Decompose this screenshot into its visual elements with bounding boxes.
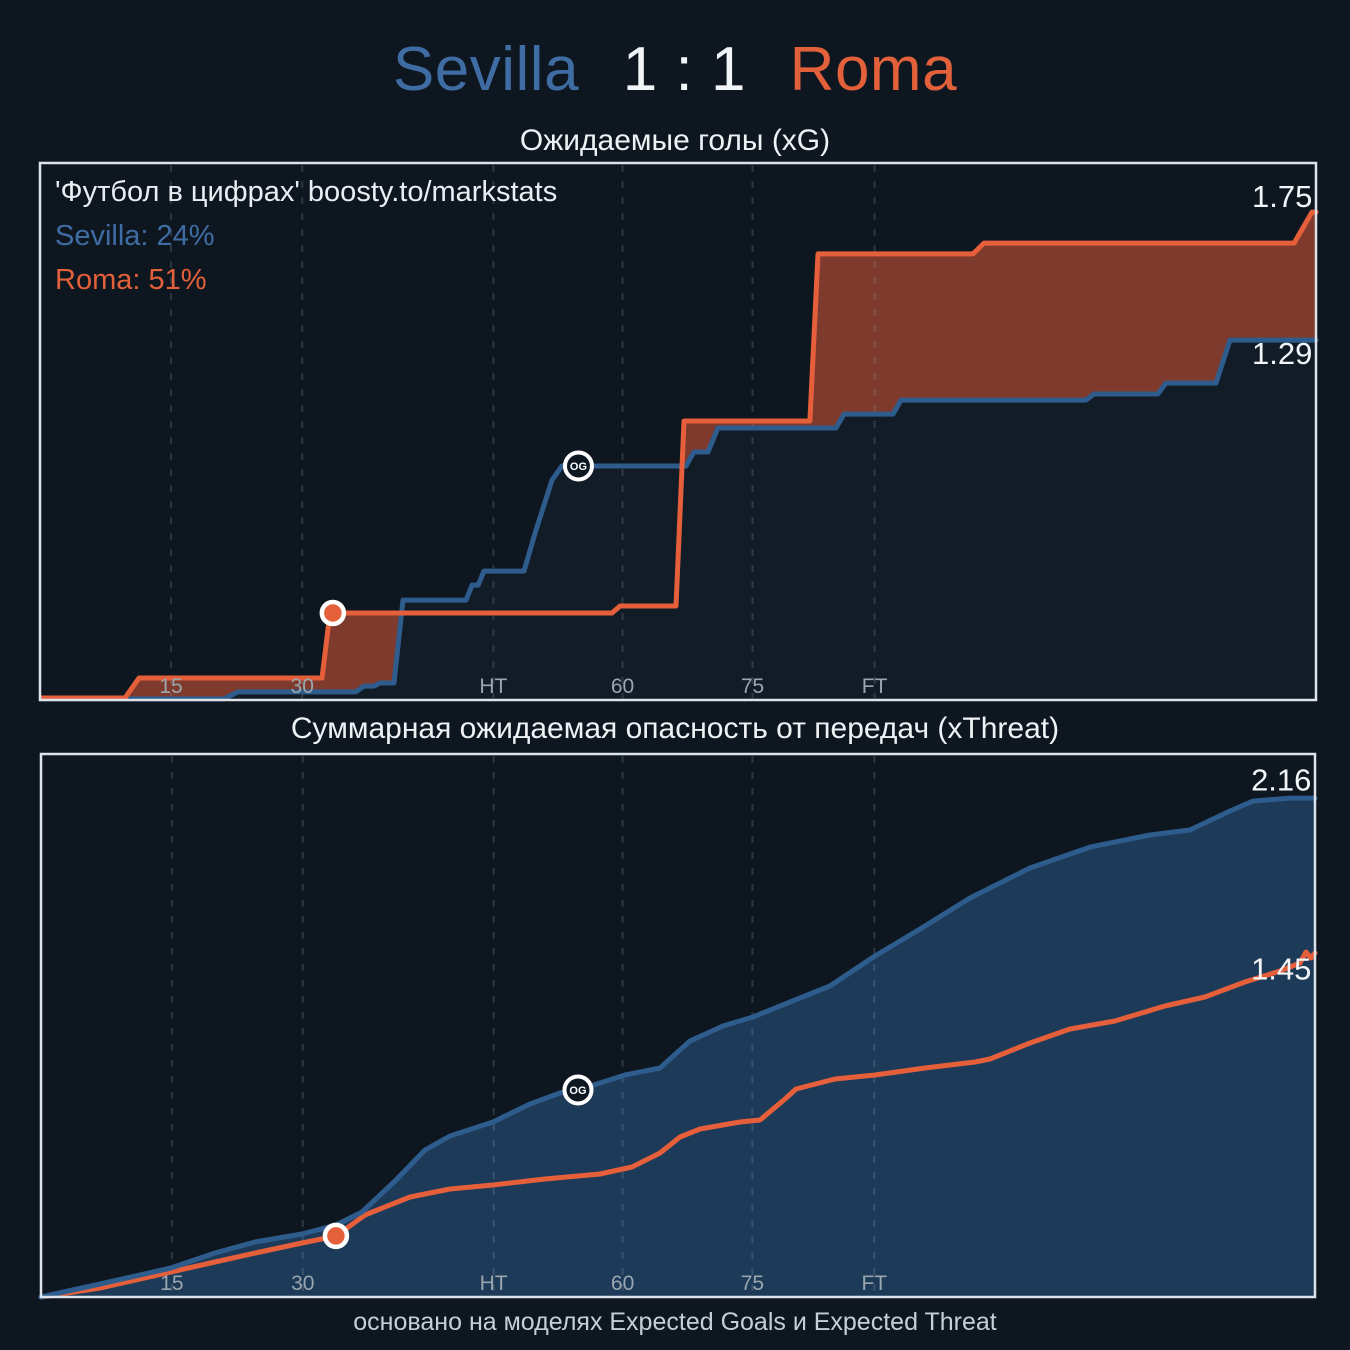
xthreat-chart: 15 30 HT 60 75 FT OG 2.16 1.45 [38, 752, 1318, 1300]
match-header: Sevilla 1 : 1 Roma [0, 34, 1350, 105]
legend: 'Футбол в цифрах' boosty.to/markstats Se… [55, 170, 557, 302]
x-tick-label: HT [480, 1272, 508, 1295]
legend-roma-share: Roma: 51% [55, 264, 207, 296]
roma-final-value: 1.75 [1252, 179, 1312, 214]
match-score: 1 : 1 [622, 35, 746, 104]
x-tick-label: 60 [611, 675, 634, 698]
x-tick-label: FT [862, 675, 888, 698]
home-team-name: Sevilla [392, 35, 580, 104]
watermark-text: 'Футбол в цифрах' boosty.to/markstats [55, 176, 558, 208]
plot-border [39, 752, 1317, 1299]
x-tick-label: 75 [741, 675, 764, 698]
sevilla-area [41, 798, 1315, 1297]
roma-line [38, 209, 1319, 701]
goal-marker [322, 1222, 350, 1250]
x-tick-label: HT [479, 675, 507, 698]
x-tick-label: 60 [611, 1272, 634, 1295]
goal-marker [319, 599, 347, 627]
x-tick-label: 30 [291, 1272, 314, 1295]
x-tick-label: 75 [741, 1272, 764, 1295]
sevilla-final-value: 1.29 [1252, 336, 1312, 371]
own-goal-marker [562, 1074, 594, 1106]
x-tick-label: 30 [291, 675, 314, 698]
own-goal-label: OG [569, 1085, 586, 1097]
xg-chart: 15 30 HT 60 75 FT OG 1.75 1.29 [38, 161, 1319, 702]
roma-final-value: 1.45 [1251, 951, 1311, 986]
x-tick-label: FT [861, 1272, 887, 1295]
xg-chart-title: Ожидаемые голы (xG) [519, 124, 831, 157]
footer-note: основано на моделях Expected Goals и Exp… [353, 1308, 997, 1336]
plot-border [38, 161, 1318, 702]
sevilla-line [38, 337, 1319, 702]
own-goal-marker [562, 450, 594, 482]
xthreat-chart-title: Суммарная ожидаемая опасность от передач… [290, 712, 1060, 745]
away-team-name: Roma [789, 35, 958, 104]
x-tick-label: 15 [160, 1272, 183, 1295]
legend-sevilla-share: Sevilla: 24% [55, 220, 215, 252]
x-tick-label: 15 [159, 675, 182, 698]
own-goal-label: OG [570, 461, 587, 473]
sevilla-final-value: 2.16 [1251, 762, 1311, 797]
sevilla-line [38, 795, 1318, 1300]
